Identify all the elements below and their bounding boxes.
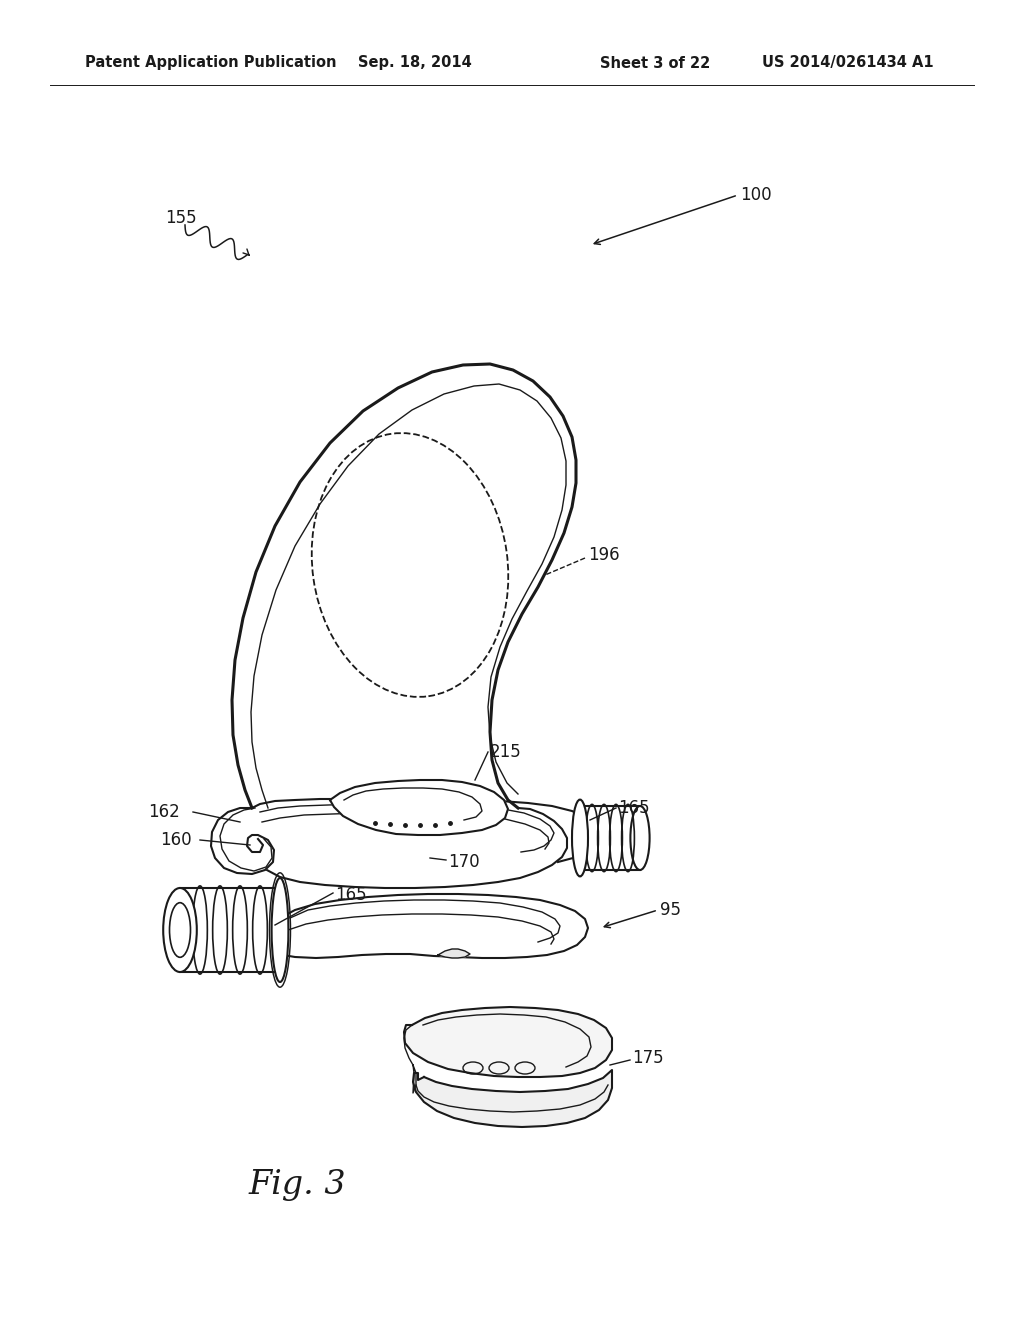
- Text: 175: 175: [632, 1049, 664, 1067]
- Polygon shape: [232, 364, 575, 808]
- Text: 162: 162: [148, 803, 180, 821]
- Polygon shape: [413, 1071, 612, 1127]
- Text: 100: 100: [740, 186, 772, 205]
- Text: 160: 160: [160, 832, 191, 849]
- Ellipse shape: [170, 903, 190, 957]
- Text: Sep. 18, 2014: Sep. 18, 2014: [358, 55, 472, 70]
- Ellipse shape: [163, 888, 197, 972]
- Ellipse shape: [631, 807, 649, 870]
- Polygon shape: [180, 888, 280, 972]
- Polygon shape: [404, 1007, 612, 1077]
- Polygon shape: [438, 949, 470, 958]
- Text: 95: 95: [660, 902, 681, 919]
- Text: US 2014/0261434 A1: US 2014/0261434 A1: [762, 55, 934, 70]
- Polygon shape: [211, 808, 274, 874]
- Text: 170: 170: [449, 853, 479, 871]
- Text: 196: 196: [588, 546, 620, 564]
- Text: 165: 165: [335, 886, 367, 904]
- Text: Patent Application Publication: Patent Application Publication: [85, 55, 337, 70]
- Text: Fig. 3: Fig. 3: [248, 1170, 346, 1201]
- Text: 165: 165: [618, 799, 649, 817]
- Text: 215: 215: [490, 743, 522, 762]
- Polygon shape: [580, 807, 640, 870]
- Ellipse shape: [572, 800, 588, 876]
- Text: Sheet 3 of 22: Sheet 3 of 22: [600, 55, 711, 70]
- Polygon shape: [330, 780, 508, 836]
- Polygon shape: [244, 894, 588, 958]
- Text: 155: 155: [165, 209, 197, 227]
- Ellipse shape: [271, 878, 289, 982]
